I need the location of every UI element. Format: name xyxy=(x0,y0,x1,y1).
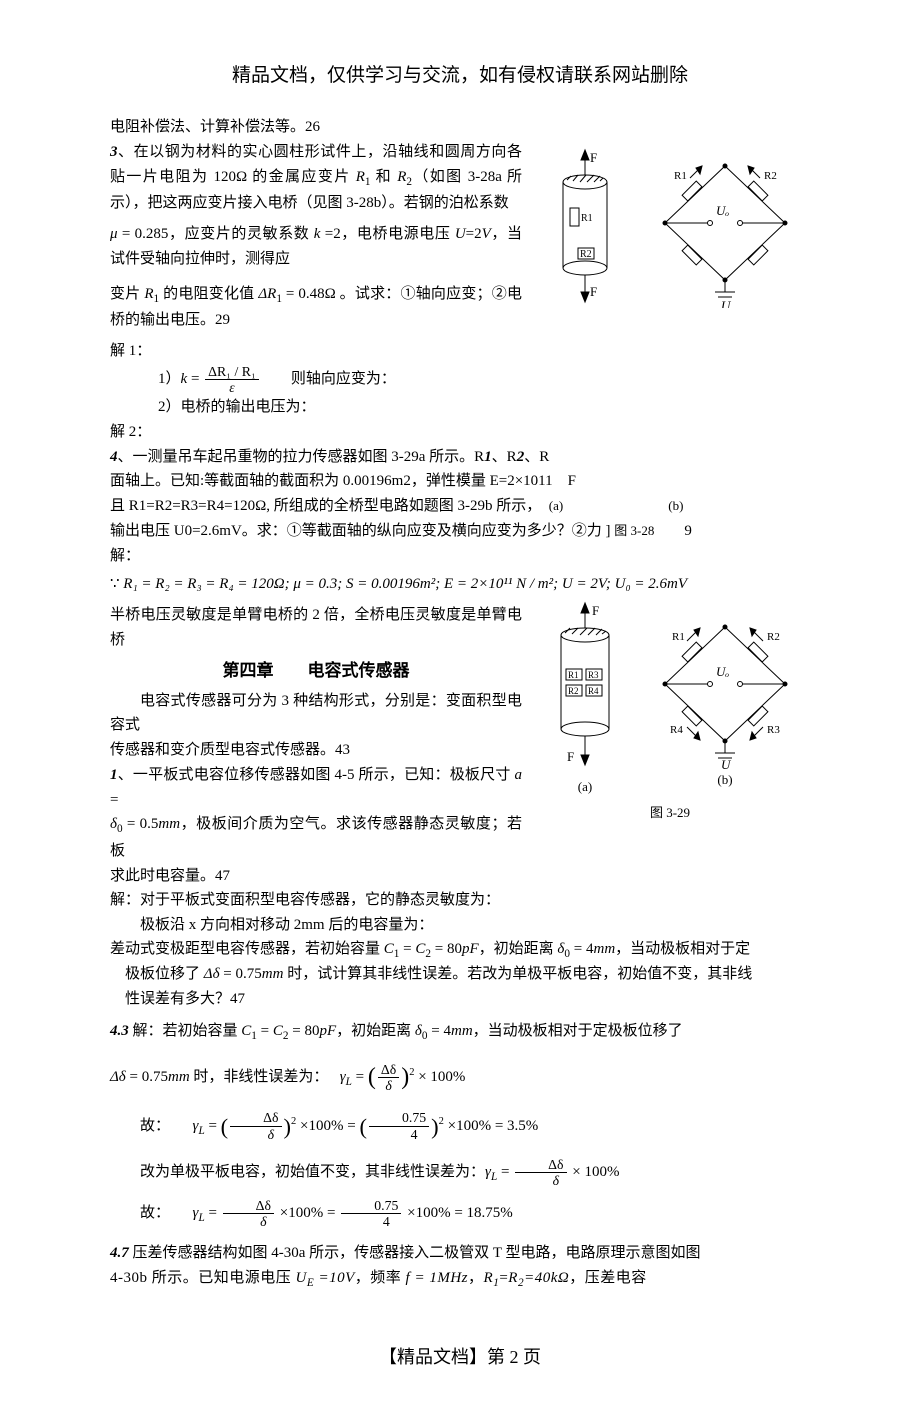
fig-3-29b-caption: (b) xyxy=(717,769,732,790)
fig-3-29b-svg: R1 R2 R4 R3 Uₒ U xyxy=(650,609,800,769)
f2-329: F xyxy=(567,749,574,764)
r4-329: R4 xyxy=(588,686,599,696)
r2-label: R2 xyxy=(580,249,592,260)
para-16: 求此时电容量。47 xyxy=(110,864,810,889)
para-18: 极板沿 x 方向相对移动 2mm 后的电容量为： xyxy=(110,913,810,938)
para-22: 4.3 解：若初始容量 C1 = C2 = 80pF，初始距离 δ0 = 4mm… xyxy=(110,1019,810,1046)
page-header: 精品文档，仅供学习与交流，如有侵权请联系网站删除 xyxy=(110,60,810,91)
para-5: 4、一测量吊车起吊重物的拉力传感器如图 3-29a 所示。R1、R2、R xyxy=(110,445,810,470)
b-r2: R2 xyxy=(767,631,780,643)
para-24: 故： γL = (Δδδ)2 ×100% = (0.754)2 ×100% = … xyxy=(110,1108,810,1145)
sol2-label: 解 2： xyxy=(110,420,810,445)
b-uo: Uₒ xyxy=(716,664,729,679)
fig-3-29a-caption: (a) xyxy=(578,776,592,797)
para-17: 解：对于平板式变面积型电容传感器，它的静态灵敏度为： xyxy=(110,888,810,913)
para-23: Δδ = 0.75mm 时，非线性误差为： γL = (Δδδ)2 × 100% xyxy=(110,1058,810,1098)
para-25: 改为单极平板电容，初始值不变，其非线性误差为：γL = Δδδ × 100% xyxy=(110,1157,810,1188)
fig-3-29a-svg: F R1 R3 R2 R4 F xyxy=(540,601,630,776)
fig-3-28a-svg: F R1 R2 F xyxy=(540,148,630,308)
figure-3-29: F R1 R3 R2 R4 F (a) xyxy=(530,601,810,823)
para-26: 故： γL = Δδδ ×100% = 0.754 ×100% = 18.75% xyxy=(110,1198,810,1229)
f-label: F xyxy=(590,150,597,165)
para-1: 电阻补偿法、计算补偿法等。26 xyxy=(110,115,810,140)
bridge-r1: R1 xyxy=(674,170,687,182)
sol1-label: 解 1： xyxy=(110,339,810,364)
r1-329: R1 xyxy=(568,670,579,680)
fig-3-28b-svg: R1 R2 Uₒ U xyxy=(650,148,800,308)
f1-label: F xyxy=(592,603,599,618)
b-u: U xyxy=(721,757,732,769)
para-6: 面轴上。已知:等截面轴的截面积为 0.00196m2，弹性模量 E=2×1011… xyxy=(110,469,810,494)
para-8: 输出电压 U0=2.6mV。求：①等截面轴的纵向应变及横向应变为多少？②力 ] … xyxy=(110,519,810,544)
para-20: 极板位移了 Δδ = 0.75mm 时，试计算其非线性误差。若改为单极平板电容，… xyxy=(110,963,810,986)
sol1-line2: 2）电桥的输出电压为： xyxy=(110,395,810,420)
bridge-r2: R2 xyxy=(764,170,777,182)
r2-329: R2 xyxy=(568,686,579,696)
sol1-line1: 1）k = ΔR₁ / R₁ε 则轴向应变为： xyxy=(110,364,810,395)
b-r3: R3 xyxy=(767,724,780,736)
para-27: 4.7 压差传感器结构如图 4-30a 所示，传感器接入二极管双 T 型电路，电… xyxy=(110,1241,810,1266)
r3-329: R3 xyxy=(588,670,599,680)
page-footer: 【精品文档】第 2 页 xyxy=(110,1343,810,1373)
para-9: 解： xyxy=(110,544,810,569)
b-r1: R1 xyxy=(672,631,685,643)
u-label: U xyxy=(721,298,732,308)
para-21: 性误差有多大？47 xyxy=(110,987,810,1012)
r1-label: R1 xyxy=(581,213,593,224)
uo-label: Uₒ xyxy=(716,203,729,218)
para-19: 差动式变极距型电容传感器，若初始容量 C1 = C2 = 80pF，初始距离 δ… xyxy=(110,938,810,963)
fig-3-29-caption: 图 3-29 xyxy=(530,802,810,823)
b-r4: R4 xyxy=(670,724,683,736)
para-7: 且 R1=R2=R3=R4=120Ω, 所组成的全桥型电路如题图 3-29b 所… xyxy=(110,494,810,519)
f2-label: F xyxy=(590,284,597,299)
para-10: ∵ R₁ = R₂ = R₃ = R₄ = 120Ω; μ = 0.3; S =… xyxy=(110,572,810,597)
para-28: 4-30b 所示。已知电源电压 UE =10V，频率 f = 1MHz，R1=R… xyxy=(110,1266,810,1293)
figure-3-28: F R1 R2 F xyxy=(530,148,810,308)
